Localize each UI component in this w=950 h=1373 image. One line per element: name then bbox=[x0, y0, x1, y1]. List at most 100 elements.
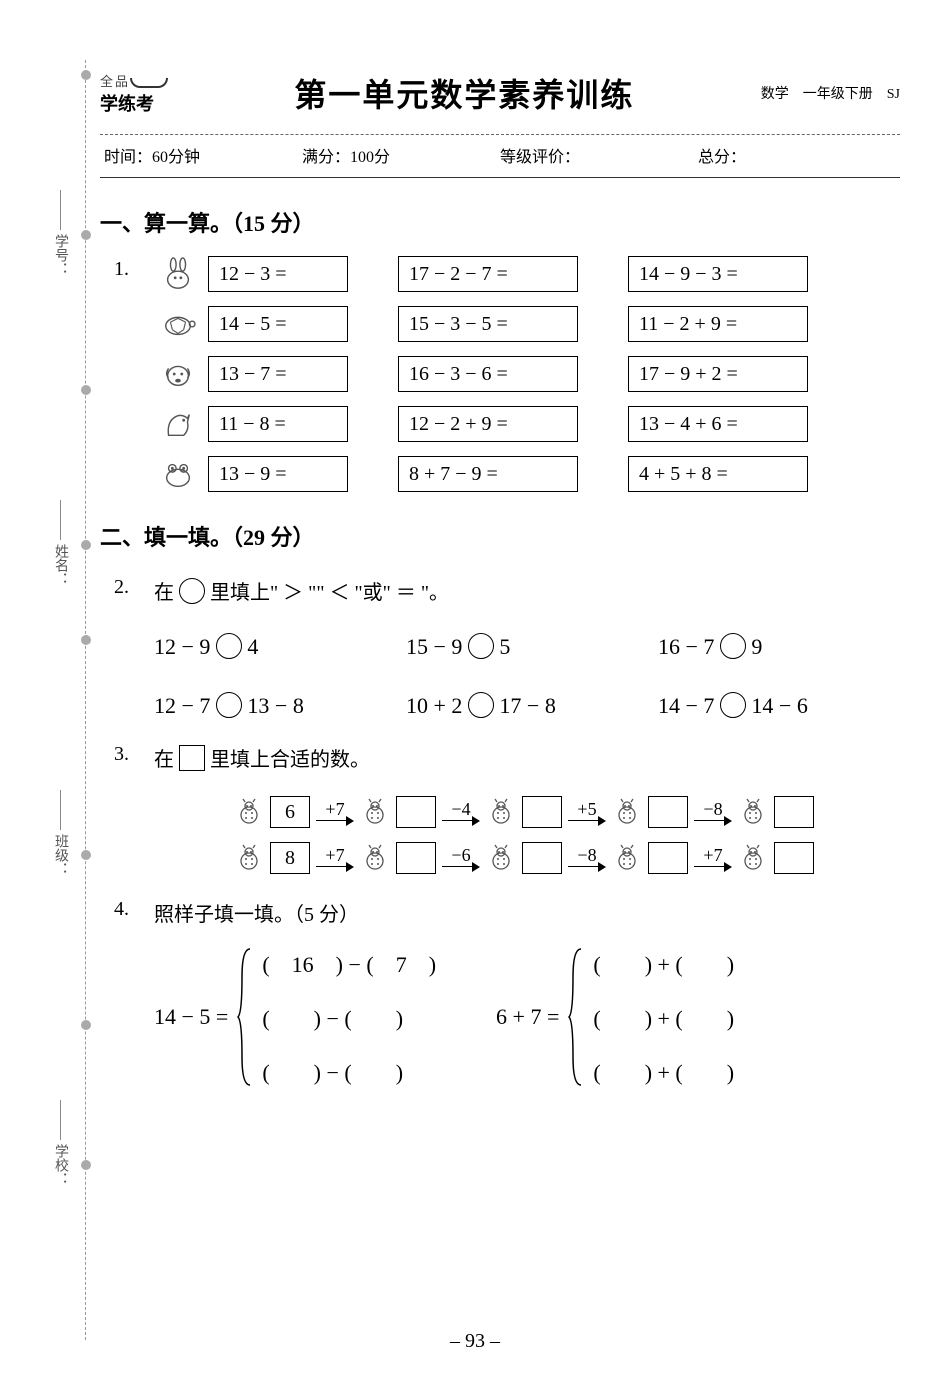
full-label: 满分： bbox=[302, 149, 350, 166]
compare-item[interactable]: 10 + 2 17 − 8 bbox=[406, 692, 648, 719]
bug-icon bbox=[486, 843, 516, 873]
chain-box-blank[interactable] bbox=[396, 796, 436, 828]
question-3: 3. 在 里填上合适的数。 6+7−4+5−8 8+7−6−8+7 bbox=[114, 743, 900, 874]
side-label-xuexiao: 学校： bbox=[50, 1100, 70, 1186]
chain-box: 6 bbox=[270, 796, 310, 828]
circle-blank-icon[interactable] bbox=[720, 692, 746, 718]
q1-number: 1. bbox=[114, 258, 142, 281]
left-brace-icon bbox=[236, 947, 254, 1087]
header-row: 全品 学练考 第一单元数学素养训练 数学 一年级下册 SJ bbox=[100, 70, 900, 116]
circle-blank-icon[interactable] bbox=[179, 578, 205, 604]
q3-number: 3. bbox=[114, 743, 142, 766]
eq-box[interactable]: 11 − 2 + 9 = bbox=[628, 306, 808, 342]
eq-box[interactable]: 13 − 7 = bbox=[208, 356, 348, 392]
section1-title: 一、算一算。（15 分） bbox=[100, 206, 900, 238]
circle-blank-icon[interactable] bbox=[468, 633, 494, 659]
eq-box[interactable]: 12 − 2 + 9 = bbox=[398, 406, 578, 442]
bug-icon bbox=[360, 797, 390, 827]
logo-top: 全品 bbox=[100, 74, 130, 89]
chain-box-blank[interactable] bbox=[774, 842, 814, 874]
chain-box-blank[interactable] bbox=[648, 796, 688, 828]
chain-box-blank[interactable] bbox=[774, 796, 814, 828]
eq-box[interactable]: 17 − 9 + 2 = bbox=[628, 356, 808, 392]
circle-blank-icon[interactable] bbox=[468, 692, 494, 718]
chain-box-blank[interactable] bbox=[396, 842, 436, 874]
eq-box[interactable]: 17 − 2 − 7 = bbox=[398, 256, 578, 292]
q4-number: 4. bbox=[114, 898, 142, 921]
q4-text: 照样子填一填。（5 分） bbox=[154, 898, 900, 927]
q1-col2: 17 − 2 − 7 = 15 − 3 − 5 = 16 − 3 − 6 = 1… bbox=[398, 256, 578, 492]
section2-title: 二、填一填。（29 分） bbox=[100, 520, 900, 552]
compare-item[interactable]: 12 − 9 4 bbox=[154, 633, 396, 660]
case-line[interactable]: ( 16 ) − ( 7 ) bbox=[262, 947, 436, 979]
chain-box-blank[interactable] bbox=[522, 842, 562, 874]
eq-box[interactable]: 4 + 5 + 8 = bbox=[628, 456, 808, 492]
total-label: 总分： bbox=[698, 149, 746, 166]
question-1: 1. 12 − 3 = 14 − 5 = 13 − 7 = 11 − 8 = bbox=[114, 256, 900, 492]
chain-box-blank[interactable] bbox=[522, 796, 562, 828]
eq-box[interactable]: 13 − 4 + 6 = bbox=[628, 406, 808, 442]
logo: 全品 学练考 bbox=[100, 71, 168, 116]
time-value: 60分钟 bbox=[152, 149, 200, 166]
compare-grid: 12 − 9 4 15 − 9 5 16 − 7 9 12 − 7 13 − 8 10 … bbox=[154, 633, 900, 719]
eq-box[interactable]: 13 − 9 = bbox=[208, 456, 348, 492]
q2-number: 2. bbox=[114, 576, 142, 599]
chain-box: 8 bbox=[270, 842, 310, 874]
side-label-xingming: 姓名： bbox=[50, 500, 70, 586]
question-2: 2. 在 里填上" ＞ "" ＜ "或" ＝ "。 12 − 9 415 − 9… bbox=[114, 576, 900, 719]
label-banji: 班级： bbox=[53, 834, 68, 876]
frog-icon bbox=[156, 456, 200, 492]
eq-box[interactable]: 14 − 9 − 3 = bbox=[628, 256, 808, 292]
case-line[interactable]: ( ) + ( ) bbox=[593, 947, 734, 979]
eq-box[interactable]: 12 − 3 = bbox=[208, 256, 348, 292]
compare-item[interactable]: 14 − 7 14 − 6 bbox=[658, 692, 900, 719]
q2-text-b: 里填上" ＞ "" ＜ "或" ＝ "。 bbox=[205, 582, 449, 604]
bug-icon bbox=[234, 843, 264, 873]
grade-label: 等级评价： bbox=[500, 149, 580, 166]
subject-label: 数学 一年级下册 SJ bbox=[761, 83, 900, 103]
left-brace-icon bbox=[567, 947, 585, 1087]
eq-box[interactable]: 11 − 8 = bbox=[208, 406, 348, 442]
question-4: 4. 照样子填一填。（5 分） 14 − 5 = ( 16 ) − ( 7 ) … bbox=[114, 898, 900, 1087]
eq-box[interactable]: 8 + 7 − 9 = bbox=[398, 456, 578, 492]
meta-total: 总分： bbox=[698, 143, 896, 167]
chain-box-blank[interactable] bbox=[648, 842, 688, 874]
label-xuehao: 学号： bbox=[53, 234, 68, 276]
bug-icon bbox=[612, 797, 642, 827]
arrow: +7 bbox=[316, 845, 354, 872]
compare-item[interactable]: 15 − 9 5 bbox=[406, 633, 648, 660]
meta-row: 时间：60分钟 满分：100分 等级评价： 总分： bbox=[100, 134, 900, 178]
q1-col3: 14 − 9 − 3 = 11 − 2 + 9 = 17 − 9 + 2 = 1… bbox=[628, 256, 808, 492]
q4-right-group: 6 + 7 = ( ) + ( ) ( ) + ( ) ( ) + ( ) bbox=[496, 947, 734, 1087]
bug-icon bbox=[738, 797, 768, 827]
square-blank-icon[interactable] bbox=[179, 745, 205, 771]
case-line[interactable]: ( ) + ( ) bbox=[593, 1055, 734, 1087]
eq-box[interactable]: 14 − 5 = bbox=[208, 306, 348, 342]
case-line[interactable]: ( ) + ( ) bbox=[593, 1001, 734, 1033]
bug-icon bbox=[738, 843, 768, 873]
q1-col1: 12 − 3 = 14 − 5 = 13 − 7 = 11 − 8 = 13 −… bbox=[156, 256, 348, 492]
logo-bottom: 学练考 bbox=[100, 90, 154, 116]
meta-grade: 等级评价： bbox=[500, 143, 698, 167]
bug-icon bbox=[360, 843, 390, 873]
compare-item[interactable]: 12 − 7 13 − 8 bbox=[154, 692, 396, 719]
q4-left-lhs: 14 − 5 = bbox=[154, 1004, 228, 1030]
eq-box[interactable]: 16 − 3 − 6 = bbox=[398, 356, 578, 392]
bug-icon bbox=[234, 797, 264, 827]
compare-item[interactable]: 16 − 7 9 bbox=[658, 633, 900, 660]
bug-icon bbox=[612, 843, 642, 873]
chain-2: 8+7−6−8+7 bbox=[234, 842, 900, 874]
page-number: – 93 – bbox=[0, 1330, 950, 1353]
arrow: −8 bbox=[694, 799, 732, 826]
circle-blank-icon[interactable] bbox=[216, 692, 242, 718]
side-label-banji: 班级： bbox=[50, 790, 70, 876]
circle-blank-icon[interactable] bbox=[216, 633, 242, 659]
q3-text-a: 在 bbox=[154, 749, 179, 771]
eq-box[interactable]: 15 − 3 − 5 = bbox=[398, 306, 578, 342]
q4-left-group: 14 − 5 = ( 16 ) − ( 7 ) ( ) − ( ) ( ) − … bbox=[154, 947, 436, 1087]
circle-blank-icon[interactable] bbox=[720, 633, 746, 659]
side-label-xuehao: 学号： bbox=[50, 190, 70, 276]
meta-time: 时间：60分钟 bbox=[104, 143, 302, 167]
case-line[interactable]: ( ) − ( ) bbox=[262, 1001, 436, 1033]
case-line[interactable]: ( ) − ( ) bbox=[262, 1055, 436, 1087]
